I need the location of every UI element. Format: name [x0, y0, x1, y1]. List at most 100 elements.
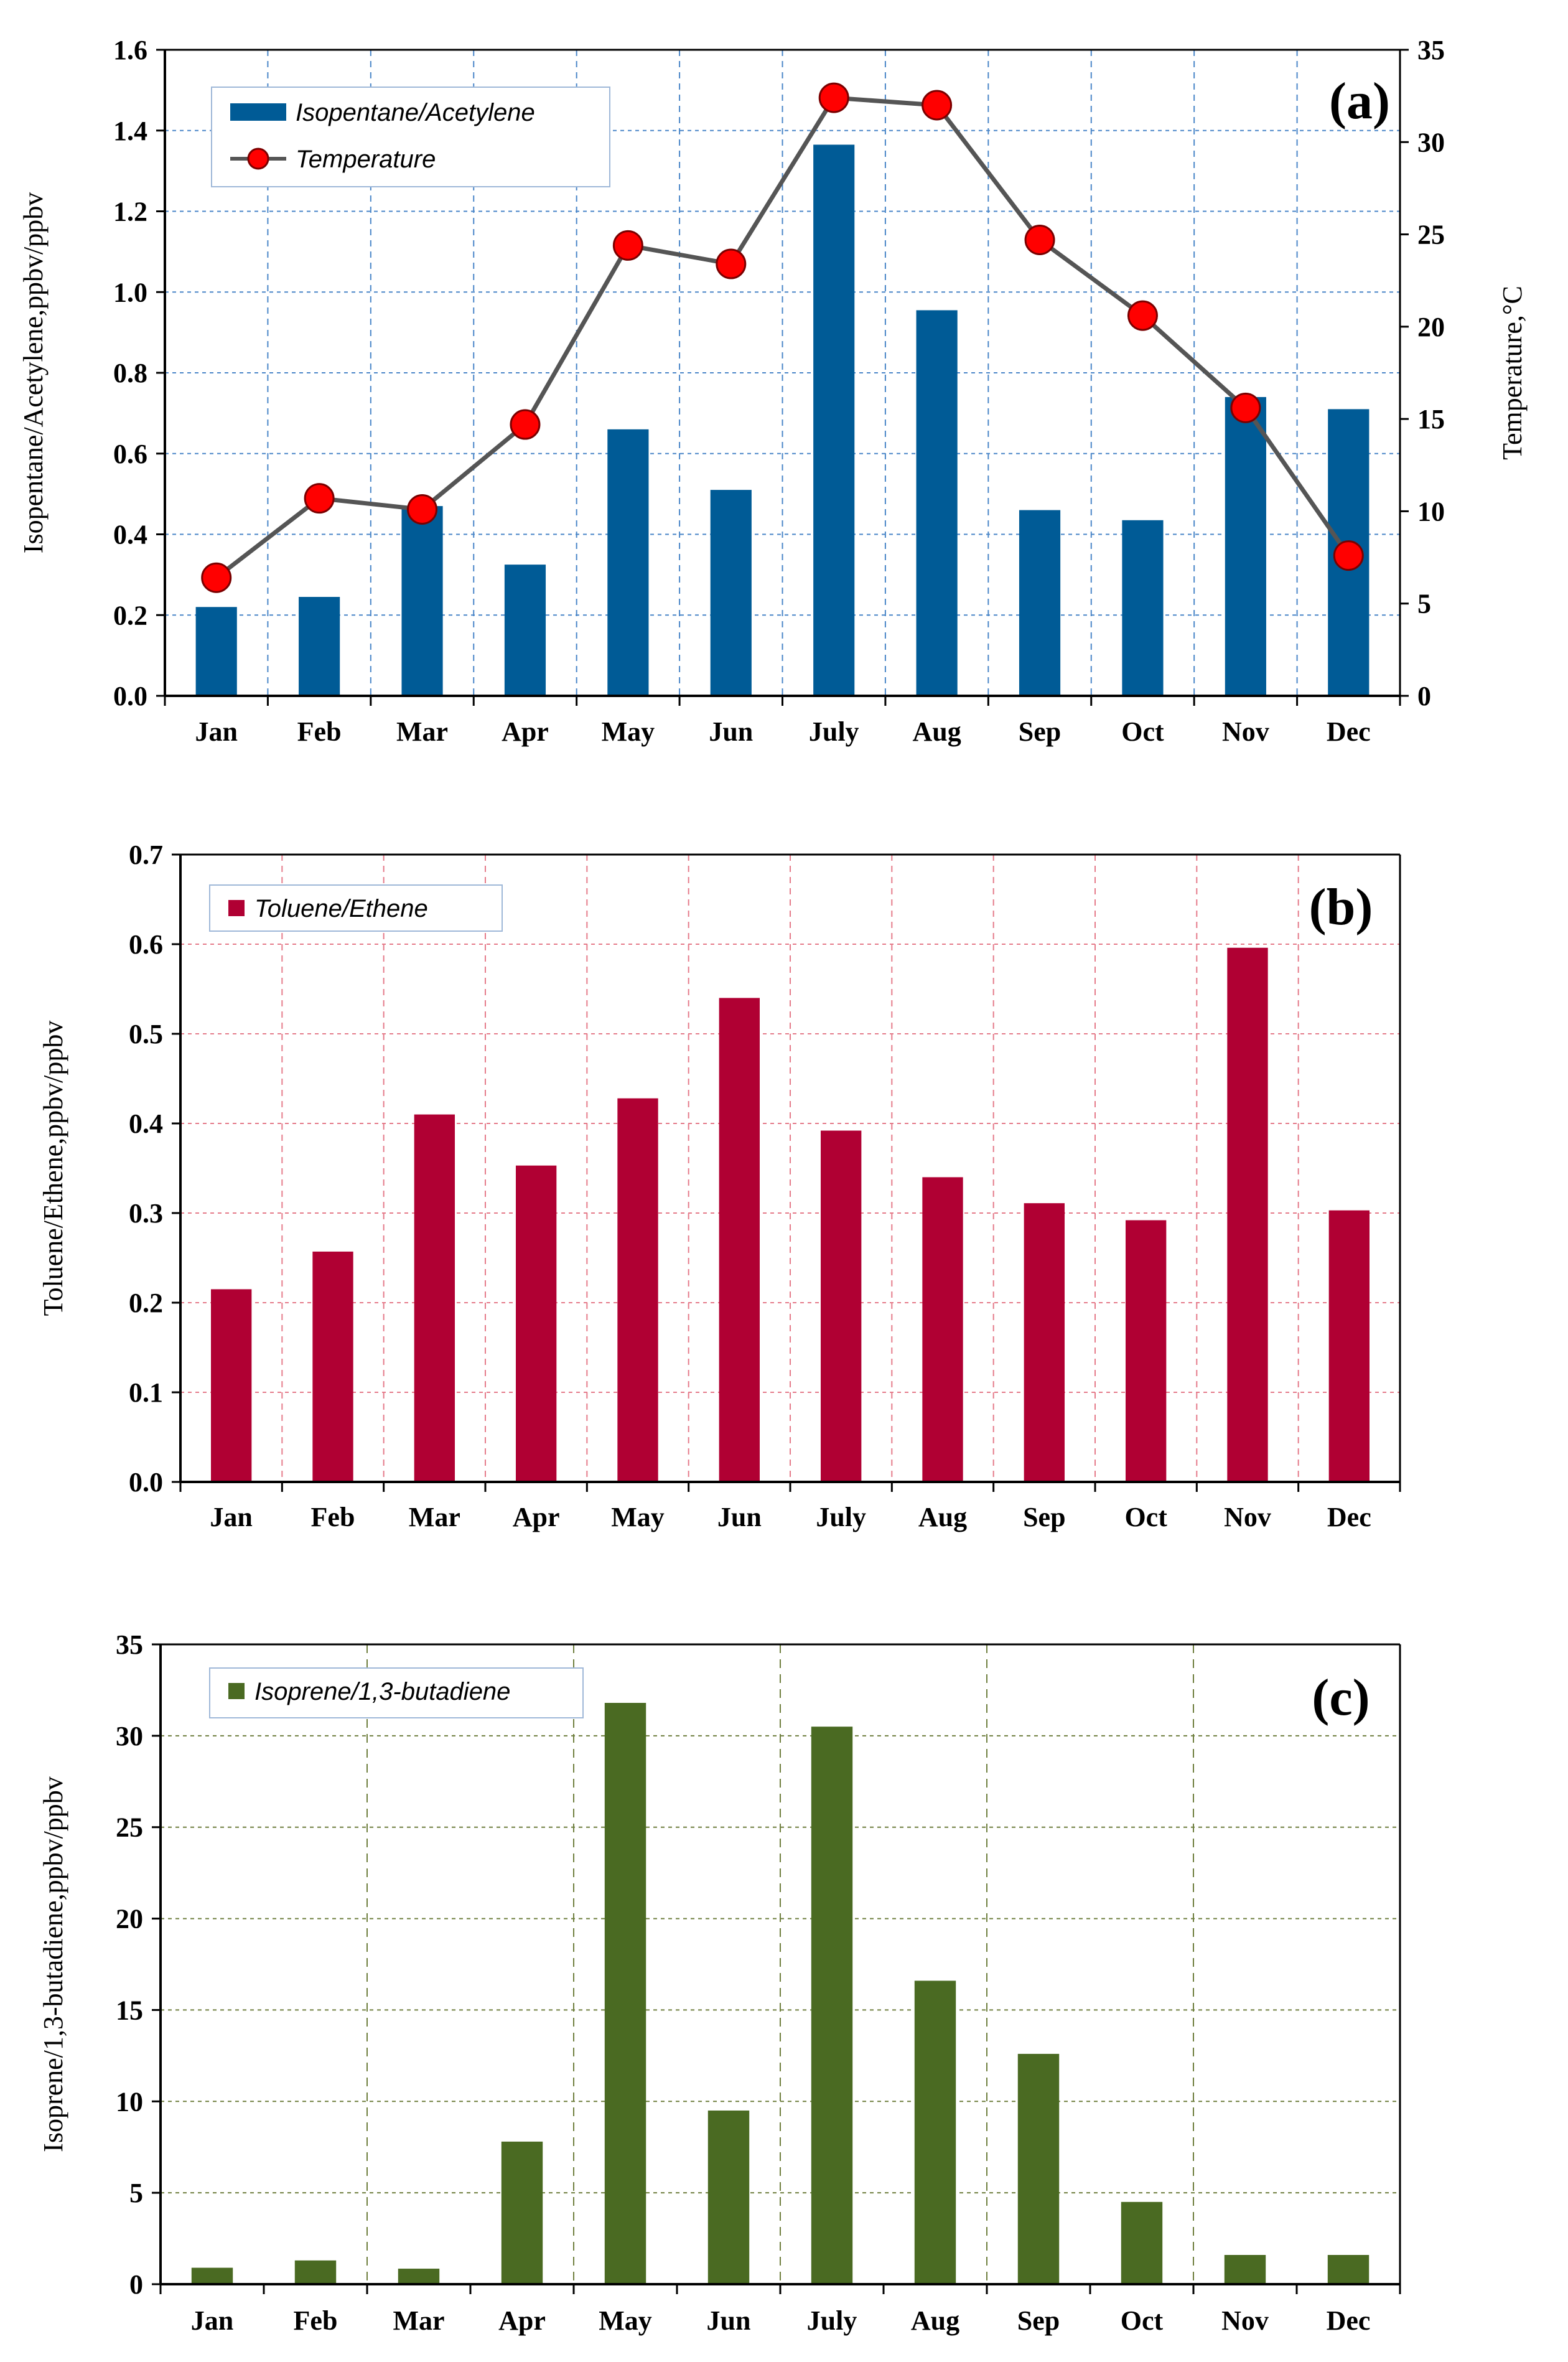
bar-sep [1019, 510, 1061, 696]
y-tick-label: 0.6 [129, 929, 163, 960]
x-tick-label: May [599, 2305, 652, 2336]
legend-label: Isoprene/1,3-butadiene [254, 1678, 510, 1705]
y-right-tick-label: 35 [1417, 35, 1445, 65]
temperature-point-feb [304, 483, 335, 514]
x-tick-label: Sep [1019, 716, 1061, 747]
bar-jan [195, 607, 237, 696]
x-tick-label: July [807, 2305, 857, 2336]
bar-jun [719, 998, 760, 1482]
x-tick-label: Aug [913, 716, 961, 747]
y-tick-label: 0.2 [129, 1288, 163, 1318]
y-tick-label: 0.4 [129, 1108, 163, 1139]
temperature-line [215, 95, 1351, 579]
bar-feb [294, 2260, 337, 2284]
y-tick-label: 0 [129, 2269, 143, 2300]
bar-may [604, 1702, 646, 2284]
x-tick-label: May [602, 716, 655, 747]
bar-aug [914, 1980, 956, 2284]
bar-nov [1227, 947, 1268, 1482]
y-right-tick-label: 15 [1417, 404, 1445, 434]
temperature-point-jun [716, 248, 747, 279]
temperature-point-nov [1230, 392, 1261, 423]
temperature-point-jan [201, 562, 232, 593]
y-right-tick-label: 25 [1417, 220, 1445, 250]
x-tick-label: Dec [1327, 716, 1371, 747]
legend: Toluene/Ethene [209, 884, 503, 932]
x-tick-label: Jan [195, 716, 237, 747]
legend-bar-swatch [228, 1683, 245, 1699]
panel-label: (c) [1312, 1669, 1370, 1727]
y-tick-label: 35 [116, 1629, 143, 1660]
y-right-axis-title: Temperature,°C [1497, 286, 1528, 460]
y-tick-label: 0.7 [129, 840, 163, 870]
x-tick-label: Apr [502, 716, 549, 747]
x-tick-label: July [809, 716, 859, 747]
y-right-tick-label: 10 [1417, 496, 1445, 527]
legend-bar-swatch [228, 900, 245, 916]
bar-oct [1122, 520, 1164, 696]
y-tick-label: 0.0 [113, 681, 147, 711]
bar-dec [1327, 2255, 1370, 2284]
bar-jan [191, 2267, 233, 2284]
x-tick-label: Apr [498, 2305, 546, 2336]
legend: Isoprene/1,3-butadiene [209, 1667, 584, 1718]
x-tick-label: Oct [1121, 716, 1164, 747]
bar-july [813, 144, 855, 696]
bar-oct [1121, 2201, 1163, 2284]
panel-label: (a) [1329, 72, 1390, 130]
y-right-tick-label: 5 [1417, 589, 1431, 619]
bar-apr [501, 2141, 543, 2284]
legend: Isopentane/Acetylene Temperature [211, 87, 610, 187]
x-tick-label: Nov [1221, 2305, 1269, 2336]
bar-feb [312, 1251, 353, 1482]
bar-jun [710, 490, 752, 696]
y-right-tick-label: 0 [1417, 681, 1431, 711]
temperature-point-mar [407, 494, 438, 525]
y-tick-label: 10 [116, 2086, 143, 2117]
y-axis-title: Isoprene/1,3-butadiene,ppbv/ppbv [38, 1776, 68, 2152]
temperature-point-apr [510, 409, 541, 440]
x-tick-label: May [611, 1502, 665, 1532]
x-tick-label: Mar [396, 716, 448, 747]
bar-jun [707, 2110, 750, 2284]
y-axis-title: Isopentane/Acetylene,ppbv/ppbv [18, 192, 49, 553]
bar-may [607, 429, 649, 696]
bar-july [811, 1727, 853, 2284]
bar-mar [401, 506, 443, 696]
y-tick-label: 0.1 [129, 1377, 163, 1408]
x-tick-label: Dec [1327, 2305, 1371, 2336]
chart-panel-a: 0.0 0.2 0.4 0.6 0.8 1.0 1.2 1.4 1.6 Jan Feb Mar Apr M… [18, 35, 1528, 747]
y-tick-label: 1.2 [113, 197, 147, 227]
x-tick-label: Oct [1121, 2305, 1164, 2336]
y-tick-label: 15 [116, 1995, 143, 2025]
bar-mar [414, 1114, 455, 1482]
y-tick-label: 1.4 [113, 116, 147, 146]
x-tick-label: Jun [709, 716, 753, 747]
x-tick-label: Apr [513, 1502, 560, 1532]
legend-box [209, 884, 503, 932]
bar-may [617, 1098, 658, 1482]
y-tick-label: 25 [116, 1812, 143, 1843]
x-tick-label: July [816, 1502, 866, 1532]
y-tick-label: 1.0 [113, 277, 147, 307]
bar-apr [504, 565, 546, 696]
y-tick-label: 0.4 [113, 520, 147, 550]
temperature-point-dec [1333, 540, 1364, 571]
x-tick-label: Sep [1023, 1502, 1065, 1532]
x-tick-label: Feb [311, 1502, 355, 1532]
bar-feb [299, 597, 340, 696]
bar-aug [922, 1177, 963, 1482]
y-tick-label: 30 [116, 1721, 143, 1751]
x-tick-label: Jan [191, 2305, 233, 2336]
bar-nov [1225, 396, 1266, 696]
temperature-point-sep [1024, 224, 1055, 255]
bar-mar [398, 2269, 440, 2284]
x-tick-label: Aug [911, 2305, 959, 2336]
y-tick-label: 0.0 [129, 1467, 163, 1497]
y-tick-label: 1.6 [113, 35, 147, 65]
y-axis-title: Toluene/Ethene,ppbv/ppbv [38, 1021, 68, 1316]
legend-bar-swatch [230, 103, 286, 121]
x-tick-label: Aug [918, 1502, 967, 1532]
chart-panel-c: 0 5 10 15 20 25 30 35 Jan Feb Mar Apr May Jun July Aug S… [38, 1629, 1401, 2336]
